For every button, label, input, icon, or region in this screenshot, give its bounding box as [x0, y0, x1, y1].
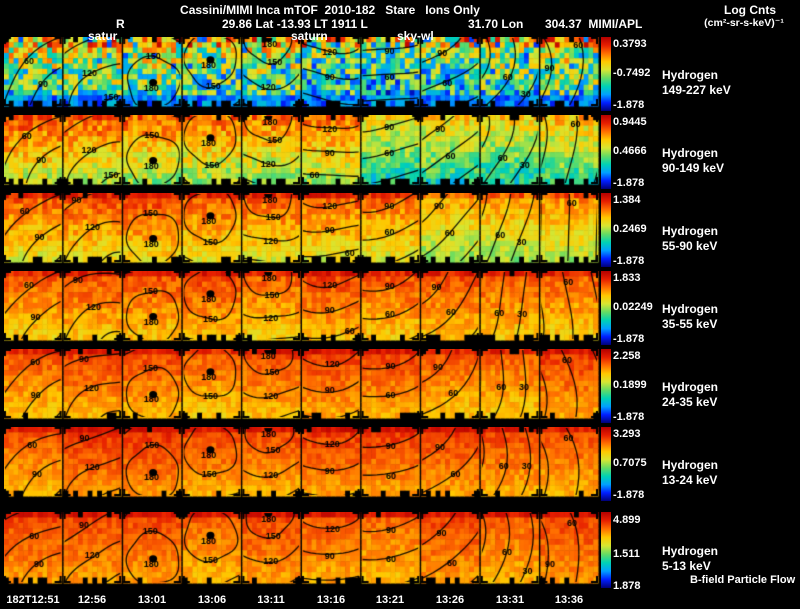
subtitle-source: 304.37 MIMI/APL: [545, 17, 643, 31]
time-axis-label-1: 182T12:51: [6, 594, 60, 606]
colorbar-row-3: [601, 193, 611, 267]
species-label: Hydrogen: [662, 458, 719, 472]
species-label: Hydrogen: [662, 380, 719, 394]
colorbar-mid-row-5: 0.1899: [613, 379, 647, 391]
colorbar-min-row-1: -1.878: [613, 99, 645, 111]
time-axis-label-4: 13:06: [197, 594, 227, 606]
heatmap-row-7: [4, 512, 600, 588]
row-label-4: Hydrogen 35-55 keV: [662, 302, 718, 332]
colorbar-row-5: [601, 349, 611, 423]
heatmap-row-5: [4, 349, 600, 423]
colorbar-min-row-4: -1.878: [613, 333, 645, 345]
colorbar-max-row-5: 2.258: [613, 350, 641, 362]
colorbar-min-row-7: 1.878: [613, 580, 641, 592]
colorbar-mid-row-2: 0.4666: [613, 145, 647, 157]
colorbar-max-row-6: 3.293: [613, 428, 641, 440]
time-axis-label-3: 13:01: [137, 594, 167, 606]
species-label: Hydrogen: [662, 302, 719, 316]
energy-label: 35-55 keV: [662, 317, 718, 331]
energy-label: 55-90 keV: [662, 239, 718, 253]
colorbar-min-row-5: -1.878: [613, 411, 645, 423]
species-label: Hydrogen: [662, 544, 719, 558]
species-label: Hydrogen: [662, 224, 719, 238]
subtitle-geometry: 29.86 Lat -13.93 LT 1911 L: [222, 17, 368, 31]
species-label: Hydrogen: [662, 146, 719, 160]
colorbar-mid-row-3: 0.2469: [613, 223, 647, 235]
energy-label: 149-227 keV: [662, 83, 731, 97]
colorbar-min-row-6: -1.878: [613, 489, 645, 501]
row-label-7: Hydrogen 5-13 keV: [662, 544, 718, 574]
time-axis-label-5: 13:11: [257, 594, 285, 606]
colorbar-row-1: [601, 37, 611, 111]
colorbar-row-6: [601, 427, 611, 501]
colorbar-row-7: [601, 512, 611, 588]
row-label-6: Hydrogen 13-24 keV: [662, 458, 718, 488]
colorbar-max-row-2: 0.9445: [613, 116, 647, 128]
colorbar-units-formula: (cm²-sr-s-keV)⁻¹: [704, 17, 784, 29]
colorbar-min-row-3: -1.878: [613, 255, 645, 267]
colorbar-mid-row-4: 0.02249: [613, 301, 653, 313]
energy-label: 24-35 keV: [662, 395, 718, 409]
energy-label: 13-24 keV: [662, 473, 718, 487]
energy-label: 90-149 keV: [662, 161, 725, 175]
colorbar-units-label: Log Cnts: [724, 3, 776, 17]
colorbar-max-row-1: 0.3793: [613, 38, 647, 50]
row-label-3: Hydrogen 55-90 keV: [662, 224, 718, 254]
subtitle-r-label: R: [116, 17, 125, 31]
overlay-label-saturn-1: satur: [88, 29, 118, 43]
colorbar-mid-row-6: 0.7075: [613, 457, 647, 469]
row-label-2: Hydrogen 90-149 keV: [662, 146, 724, 176]
time-axis-label-6: 13:16: [316, 594, 346, 606]
heatmap-row-1: [4, 37, 600, 111]
species-label: Hydrogen: [662, 68, 719, 82]
heatmap-row-2: [4, 115, 600, 189]
colorbar-max-row-7: 4.899: [613, 514, 641, 526]
heatmap-row-4: [4, 271, 600, 345]
colorbar-max-row-4: 1.833: [613, 272, 641, 284]
colorbar-row-2: [601, 115, 611, 189]
time-axis-label-8: 13:26: [435, 594, 465, 606]
heatmap-row-6: [4, 427, 600, 501]
colorbar-row-4: [601, 271, 611, 345]
colorbar-mid-row-7: 1.511: [613, 548, 640, 560]
time-axis-label-7: 13:21: [375, 594, 405, 606]
heatmap-row-3: [4, 193, 600, 267]
colorbar-mid-row-1: -0.7492: [613, 67, 651, 79]
row-label-1: Hydrogen 149-227 keV: [662, 68, 731, 98]
colorbar-max-row-3: 1.384: [613, 194, 641, 206]
overlay-label-sky: sky-wl: [397, 29, 434, 43]
colorbar-min-row-2: -1.878: [613, 177, 645, 189]
energy-label: 5-13 keV: [662, 559, 711, 573]
time-axis-label-9: 13:31: [495, 594, 525, 606]
bfield-flow-label: B-field Particle Flow: [690, 574, 796, 586]
page-title: Cassini/MIMI Inca mTOF 2010-182 Stare Io…: [180, 3, 480, 17]
overlay-label-saturn-2: saturn: [291, 29, 328, 43]
subtitle-longitude: 31.70 Lon: [468, 17, 524, 31]
time-axis-label-2: 12:56: [77, 594, 107, 606]
row-label-5: Hydrogen 24-35 keV: [662, 380, 718, 410]
time-axis-label-10: 13:36: [554, 594, 584, 606]
